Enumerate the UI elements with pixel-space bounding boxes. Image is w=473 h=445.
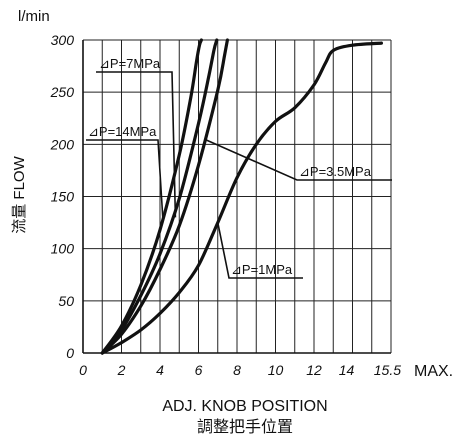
annotation-14mpa: ⊿P=14MPa bbox=[88, 124, 157, 139]
flow-curve-2 bbox=[100, 38, 229, 355]
x-max-label: MAX. bbox=[414, 363, 453, 380]
x-tick-labels: 0 2 4 6 8 10 12 14 15.5 bbox=[79, 362, 401, 378]
x-tick-label: 2 bbox=[117, 362, 126, 378]
x-tick-label: 8 bbox=[233, 362, 241, 378]
x-tick-label: 4 bbox=[156, 362, 164, 378]
y-tick-label: 250 bbox=[50, 84, 75, 100]
x-tick-label: 14 bbox=[339, 362, 355, 378]
y-tick-labels: 0 50 100 150 200 250 300 bbox=[50, 32, 75, 361]
leader-7mpa bbox=[96, 71, 177, 218]
x-tick-label: 6 bbox=[195, 362, 203, 378]
annotation-leaders bbox=[86, 71, 392, 279]
y-tick-label: 100 bbox=[51, 241, 75, 257]
grid bbox=[83, 39, 392, 353]
leader-3-5mpa bbox=[203, 138, 392, 181]
y-unit-label: l/min bbox=[18, 8, 50, 25]
annotation-1mpa: ⊿P=1MPa bbox=[231, 262, 293, 277]
leader-14mpa bbox=[86, 139, 164, 220]
annotation-3-5mpa: ⊿P=3.5MPa bbox=[299, 164, 372, 179]
x-tick-label: 15.5 bbox=[374, 362, 401, 378]
y-tick-label: 200 bbox=[50, 136, 75, 152]
axes bbox=[82, 40, 391, 354]
x-tick-label: 12 bbox=[306, 362, 322, 378]
y-axis-title: 流量 FLOW bbox=[11, 155, 28, 233]
flow-curve-3 bbox=[100, 41, 383, 355]
annotation-7mpa: ⊿P=7MPa bbox=[99, 56, 161, 71]
x-axis-title-cn: 調整把手位置 bbox=[197, 418, 293, 436]
x-tick-label: 10 bbox=[268, 362, 284, 378]
y-tick-label: 50 bbox=[58, 293, 74, 309]
flow-curve-0 bbox=[100, 38, 203, 355]
x-tick-label: 0 bbox=[79, 362, 87, 378]
flow-curve-1 bbox=[100, 38, 219, 355]
leader-1mpa bbox=[217, 222, 303, 279]
y-tick-label: 0 bbox=[66, 345, 74, 361]
y-tick-label: 300 bbox=[51, 32, 75, 48]
flow-curves bbox=[100, 38, 383, 355]
x-axis-title: ADJ. KNOB POSITION bbox=[162, 398, 327, 415]
y-tick-label: 150 bbox=[51, 189, 75, 205]
